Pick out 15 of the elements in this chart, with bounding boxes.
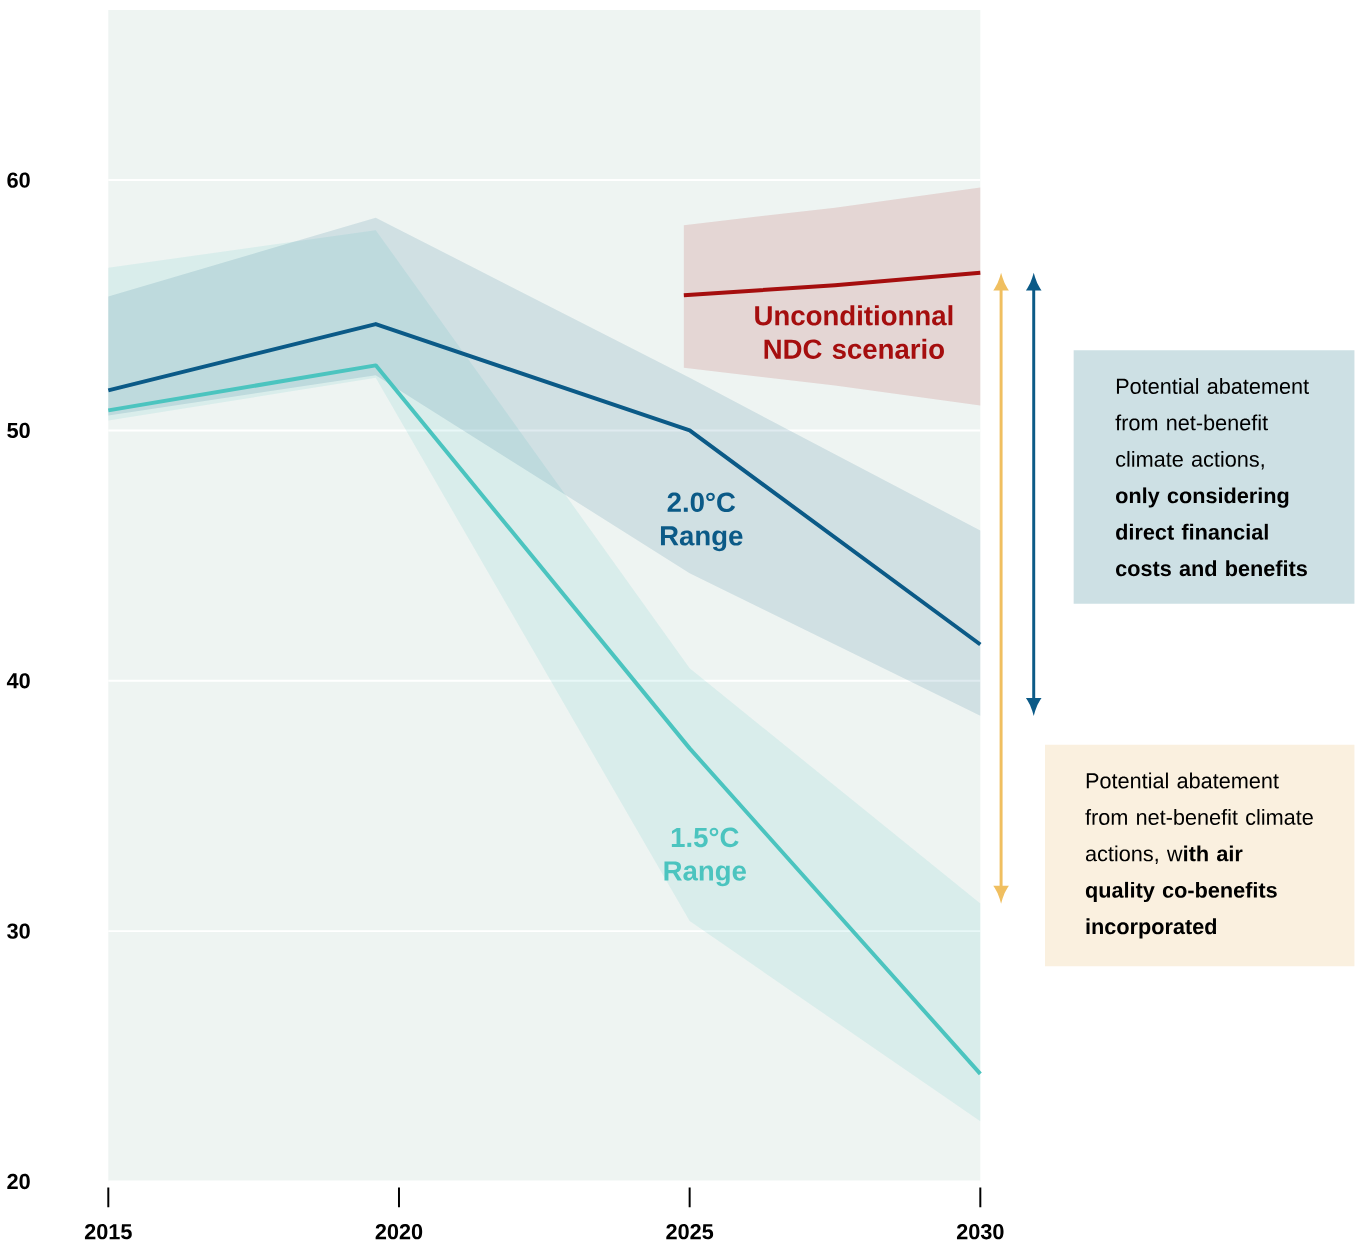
x-tick-label: 2015 bbox=[84, 1224, 132, 1240]
line-series bbox=[106, 363, 983, 1076]
series-label: 1.5°C Range bbox=[664, 827, 746, 887]
text: Potential abatement from net-benefit climate actions, with air quality co-benefits incorporated bbox=[1085, 772, 1313, 939]
text: Potential abatement from net-benefit climate actions, only considering direct financial costs and benefits bbox=[1115, 378, 1309, 577]
y-tick-label: 50 bbox=[7, 422, 30, 439]
y-tick-label: 60 bbox=[7, 172, 30, 188]
series-label: Unconditionnal NDC scenario bbox=[755, 305, 953, 360]
x-tick-label: 2020 bbox=[375, 1224, 423, 1240]
x-tick-label: 2030 bbox=[956, 1224, 1004, 1240]
y-tick-label: 20 bbox=[7, 1173, 30, 1190]
y-tick-label: 30 bbox=[7, 923, 30, 939]
y-tick-label: 40 bbox=[6, 673, 30, 689]
series-label: 2.0°C Range bbox=[660, 492, 743, 552]
x-tick-label: 2025 bbox=[666, 1224, 714, 1240]
